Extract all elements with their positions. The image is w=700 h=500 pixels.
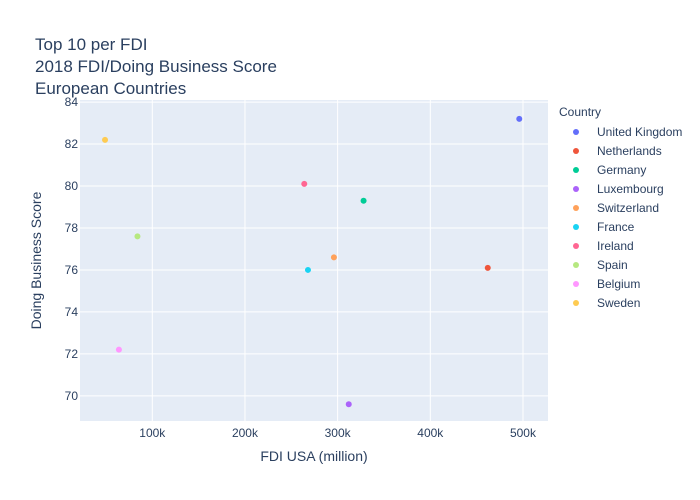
legend-items: United Kingdom Netherlands Germany Luxembou… xyxy=(559,123,682,313)
x-axis-ticks: 100k 200k 300k 400k 500k xyxy=(139,426,537,440)
legend-item[interactable]: United Kingdom xyxy=(559,123,682,142)
chart-title-line-2: 2018 FDI/Doing Business Score xyxy=(35,57,277,76)
legend-title: Country xyxy=(559,105,602,119)
legend-label: United Kingdom xyxy=(597,125,683,139)
legend-marker xyxy=(573,224,579,230)
legend-marker xyxy=(573,243,579,249)
legend-label: Belgium xyxy=(597,277,641,291)
data-points xyxy=(102,115,523,408)
y-tick-label: 82 xyxy=(65,137,79,151)
legend-item[interactable]: Spain xyxy=(559,256,682,275)
y-axis-title: Doing Business Score xyxy=(28,191,44,329)
legend-marker xyxy=(573,262,579,268)
chart-title-line-3: European Countries xyxy=(35,79,187,98)
x-tick-label: 100k xyxy=(139,426,166,440)
data-point[interactable] xyxy=(301,180,308,187)
y-tick-label: 84 xyxy=(65,95,79,109)
x-tick-label: 400k xyxy=(417,426,444,440)
legend-marker xyxy=(573,167,579,173)
legend-label: Luxembourg xyxy=(597,182,664,196)
y-tick-label: 70 xyxy=(65,389,79,403)
legend-item[interactable]: Sweden xyxy=(559,294,682,313)
legend-label: Netherlands xyxy=(597,144,662,158)
chart-title-line-1: Top 10 per FDI xyxy=(35,35,148,54)
legend-marker xyxy=(573,148,579,154)
data-point[interactable] xyxy=(360,197,367,204)
legend-label: Switzerland xyxy=(597,201,660,215)
plot-area xyxy=(80,100,548,421)
legend-item[interactable]: Germany xyxy=(559,161,682,180)
x-axis-title: FDI USA (million) xyxy=(260,448,367,464)
x-tick-label: 300k xyxy=(325,426,352,440)
y-tick-label: 76 xyxy=(65,263,79,277)
data-point[interactable] xyxy=(102,136,109,143)
data-point[interactable] xyxy=(115,346,122,353)
y-tick-label: 78 xyxy=(65,221,79,235)
data-point[interactable] xyxy=(484,264,491,271)
legend-label: Ireland xyxy=(597,239,634,253)
legend-item[interactable]: Luxembourg xyxy=(559,180,682,199)
legend-label: France xyxy=(597,220,635,234)
legend-item[interactable]: Switzerland xyxy=(559,199,682,218)
gridlines xyxy=(80,100,548,421)
data-point[interactable] xyxy=(330,254,337,261)
x-tick-label: 500k xyxy=(510,426,537,440)
data-point[interactable] xyxy=(345,401,352,408)
legend-item[interactable]: Belgium xyxy=(559,275,682,294)
legend-label: Germany xyxy=(597,163,647,177)
legend-marker xyxy=(573,129,579,135)
legend-marker xyxy=(573,281,579,287)
chart-title: Top 10 per FDI 2018 FDI/Doing Business S… xyxy=(35,34,277,100)
y-axis-ticks: 70 72 74 76 78 80 82 84 xyxy=(65,95,79,403)
legend-label: Sweden xyxy=(597,296,641,310)
x-tick-label: 200k xyxy=(232,426,259,440)
legend-marker xyxy=(573,205,579,211)
y-tick-label: 74 xyxy=(65,305,79,319)
legend-item[interactable]: France xyxy=(559,218,682,237)
y-tick-label: 72 xyxy=(65,347,79,361)
legend-marker xyxy=(573,186,579,192)
legend-item[interactable]: Ireland xyxy=(559,237,682,256)
legend-item[interactable]: Netherlands xyxy=(559,142,682,161)
legend-marker xyxy=(573,300,579,306)
legend: Country United Kingdom Netherlands Germany… xyxy=(559,104,682,313)
y-tick-label: 80 xyxy=(65,179,79,193)
data-point[interactable] xyxy=(516,115,523,122)
data-point[interactable] xyxy=(134,233,141,240)
legend-label: Spain xyxy=(597,258,628,272)
data-point[interactable] xyxy=(304,266,311,273)
